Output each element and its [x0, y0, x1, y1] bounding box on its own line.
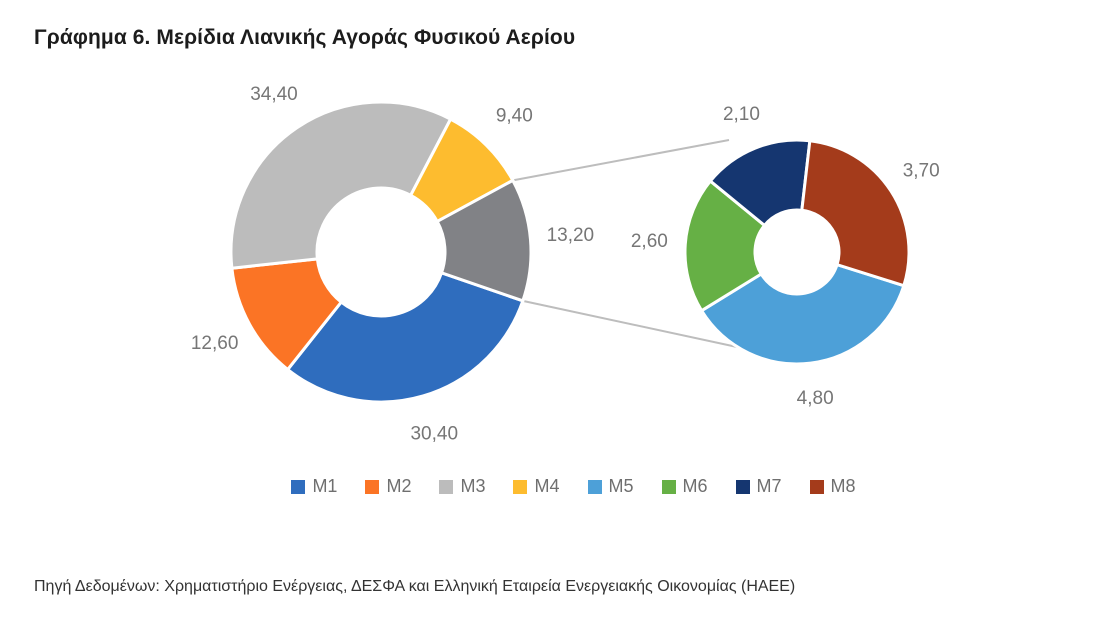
legend-label: M4: [534, 476, 560, 496]
legend-swatch: [661, 479, 676, 494]
connector-line-2: [522, 299, 738, 348]
connector-line-1: [512, 139, 730, 182]
legend-swatch: [513, 479, 528, 494]
main-slice-other-m5-m8-: [435, 178, 533, 303]
sub-slice-m7: [708, 138, 812, 228]
legend-label: M6: [682, 476, 708, 496]
legend-label: M5: [608, 476, 634, 496]
chart-title: Γράφημα 6. Μερίδια Λιανικής Αγοράς Φυσικ…: [34, 26, 576, 49]
sub-label-m5: 4,80: [797, 388, 834, 409]
main-label-m2: 12,60: [191, 333, 239, 354]
legend-item-m5: M5: [587, 476, 634, 497]
sub-slice-m5: [699, 262, 906, 366]
source-note: Πηγή Δεδομένων: Χρηματιστήριο Ενέργειας,…: [34, 578, 796, 595]
legend-swatch: [291, 479, 306, 494]
legend-item-m3: M3: [439, 476, 485, 497]
secondary-doughnut: [683, 138, 911, 366]
legend-label: M1: [312, 476, 338, 496]
sub-label-m8: 3,70: [903, 161, 940, 182]
main-doughnut: [229, 100, 533, 404]
legend-swatch: [365, 479, 380, 494]
legend-item-m2: M2: [365, 476, 411, 497]
sub-slice-m6: [683, 178, 767, 313]
main-label-m3: 34,40: [250, 84, 298, 105]
connector-lines: [512, 139, 738, 348]
legend-swatch: [735, 479, 750, 494]
main-slice-m1: [285, 270, 525, 404]
main-label-other-m5-m8-: 13,20: [547, 225, 595, 246]
legend-label: M7: [756, 476, 782, 496]
legend-item-m4: M4: [513, 476, 560, 497]
legend-item-m6: M6: [661, 476, 708, 497]
legend-item-m1: M1: [291, 476, 337, 497]
main-slice-m3: [229, 100, 453, 270]
legend-swatch: [809, 479, 824, 494]
legend-item-m8: M8: [809, 476, 856, 497]
main-label-m1: 30,40: [410, 423, 458, 444]
sub-label-m7: 2,10: [723, 104, 760, 125]
legend-item-m7: M7: [735, 476, 782, 497]
sub-slice-m8: [800, 139, 911, 288]
legend-label: M8: [830, 476, 856, 496]
legend-label: M3: [460, 476, 486, 496]
legend-swatch: [439, 479, 454, 494]
data-labels: 30,40 12,60 34,40 9,40 13,20 4,80 2,60 2,10 3,70: [191, 84, 940, 444]
legend-label: M2: [386, 476, 412, 496]
legend: M1 M2 M3 M4 M5 M6 M7 M8: [0, 476, 1107, 497]
legend-swatch: [587, 479, 602, 494]
sub-label-m6: 2,60: [631, 231, 668, 252]
main-label-m4: 9,40: [496, 106, 533, 127]
